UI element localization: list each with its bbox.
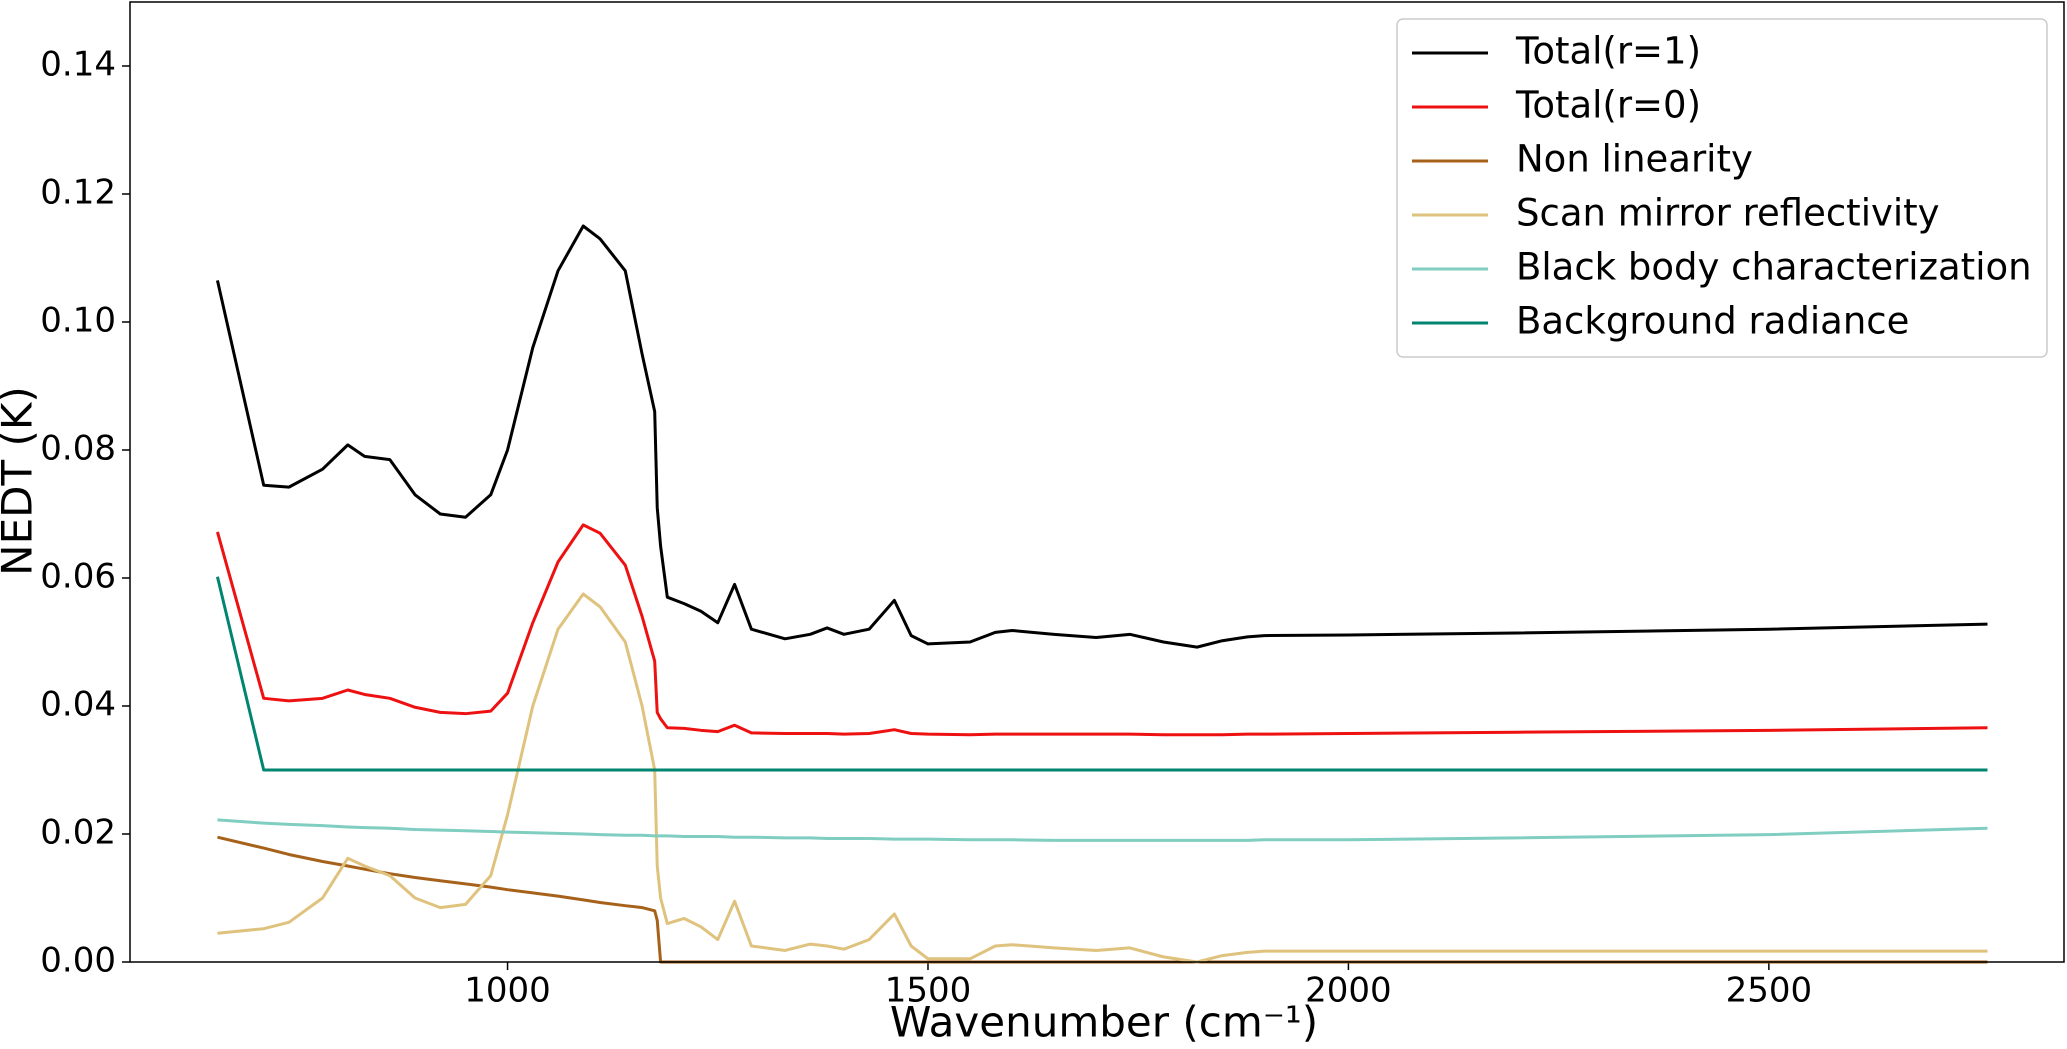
y-tick-label: 0.12 <box>40 173 116 213</box>
y-tick-label: 0.08 <box>40 429 116 469</box>
x-axis-label: Wavenumber (cm⁻¹) <box>890 998 1318 1047</box>
legend-label: Black body characterization <box>1516 246 2032 289</box>
x-tick-label: 2000 <box>1305 971 1392 1011</box>
y-tick-label: 0.00 <box>40 941 116 981</box>
y-tick-label: 0.04 <box>40 685 116 725</box>
legend-label: Total(r=0) <box>1515 84 1701 127</box>
series-line <box>215 224 1988 649</box>
series-line <box>216 523 1988 737</box>
x-tick-label: 1000 <box>464 971 551 1011</box>
legend-box <box>1396 18 2048 358</box>
legend-label: Non linearity <box>1516 138 1753 181</box>
x-tick-label: 2500 <box>1726 971 1813 1011</box>
legend-label: Background radiance <box>1516 300 1909 343</box>
y-axis-label: NEDT (K) <box>0 386 42 576</box>
y-tick-label: 0.14 <box>40 45 116 85</box>
y-tick-label: 0.02 <box>40 813 116 853</box>
legend-label: Total(r=1) <box>1515 30 1701 73</box>
series-line <box>215 576 1988 772</box>
x-tick-label: 1500 <box>885 971 972 1011</box>
y-tick-label: 0.10 <box>40 301 116 341</box>
series-line <box>217 818 1988 842</box>
legend-label: Scan mirror reflectivity <box>1516 192 1940 235</box>
plot-frame <box>129 1 2065 963</box>
legend: Total(r=1) Total(r=0) Non linearity Scan mi… <box>1396 18 2048 358</box>
series-line <box>217 835 1988 964</box>
y-tick-label: 0.06 <box>40 557 116 597</box>
series-line <box>217 592 1988 964</box>
